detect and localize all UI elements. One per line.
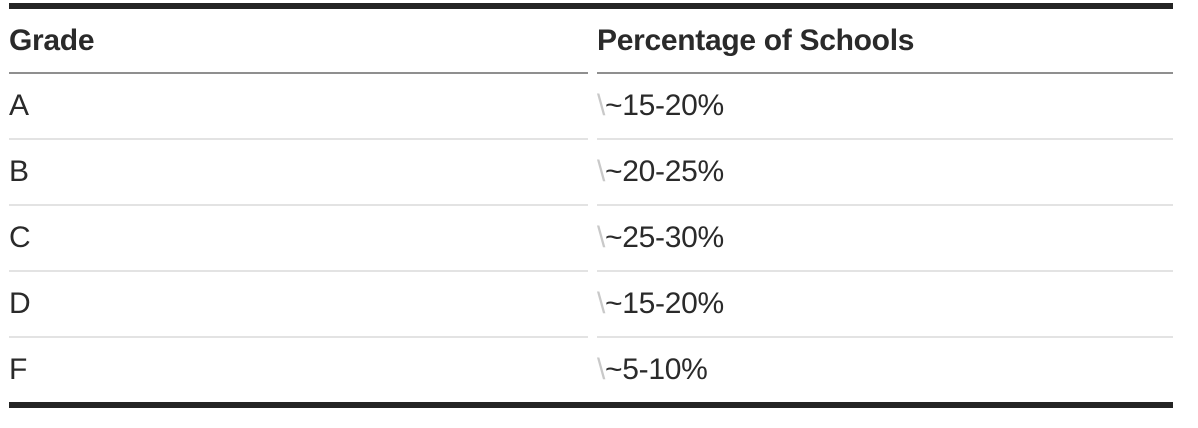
grade-cell: C xyxy=(9,206,588,272)
percentage-value: ~5-10% xyxy=(605,353,708,386)
grade-cell: D xyxy=(9,272,588,338)
escape-backslash: \ xyxy=(597,155,606,188)
percentage-value: ~15-20% xyxy=(605,89,724,122)
percentage-value: ~25-30% xyxy=(605,221,724,254)
percentage-cell: \ ~25-30% xyxy=(597,206,1173,272)
column-header-grade: Grade xyxy=(9,9,588,74)
percentage-cell: \ ~5-10% xyxy=(597,338,1173,402)
escape-backslash: \ xyxy=(597,353,606,386)
escape-backslash: \ xyxy=(597,221,606,254)
grade-cell: B xyxy=(9,140,588,206)
percentage-value: ~20-25% xyxy=(605,155,724,188)
percentage-cell: \ ~20-25% xyxy=(597,140,1173,206)
percentage-cell: \ ~15-20% xyxy=(597,74,1173,140)
grade-cell: A xyxy=(9,74,588,140)
column-header-percentage: Percentage of Schools xyxy=(597,9,1173,74)
escape-backslash: \ xyxy=(597,287,606,320)
escape-backslash: \ xyxy=(597,89,606,122)
grade-cell: F xyxy=(9,353,28,386)
percentage-cell: \ ~15-20% xyxy=(597,272,1173,338)
grades-table: Grade Percentage of Schools A \ ~15-20% B… xyxy=(9,3,1173,408)
percentage-value: ~15-20% xyxy=(605,287,724,320)
